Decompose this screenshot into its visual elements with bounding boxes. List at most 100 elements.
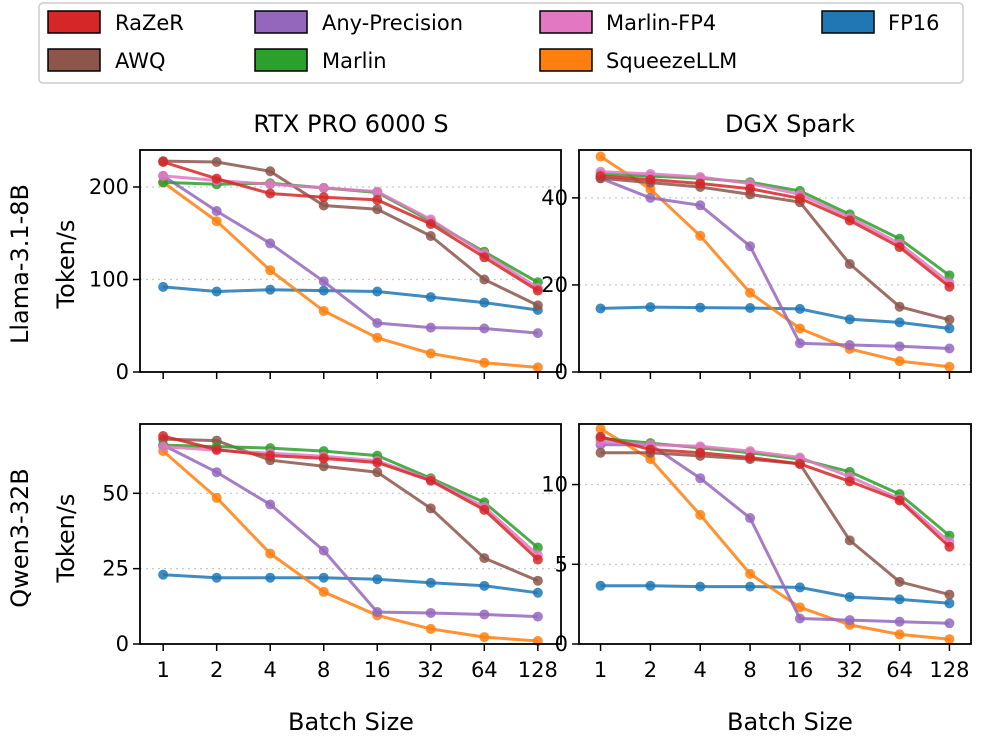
series-line-squeezellm (599, 155, 950, 369)
point-fp16 (425, 292, 436, 303)
point-fp16 (745, 303, 756, 314)
point-any-precision (844, 615, 855, 626)
point-fp16 (645, 580, 656, 591)
point-squeezellm (944, 361, 955, 372)
series-line-marlin-fp4 (600, 170, 951, 284)
point-razer (745, 183, 756, 194)
panel-llama-rtx: 0 100 200 (89, 149, 562, 384)
point-awq (844, 535, 855, 546)
point-fp16 (479, 297, 490, 308)
point-razer (595, 171, 606, 182)
point-razer (944, 281, 955, 292)
point-awq (844, 259, 855, 270)
panel-title-dgx-spark: DGX Spark (725, 110, 855, 138)
series-line-marlin (600, 172, 951, 277)
point-any-precision (794, 613, 805, 624)
point-any-precision (211, 467, 222, 478)
point-razer (265, 188, 276, 199)
legend-label-marlin-fp4: Marlin-FP4 (606, 11, 716, 35)
point-awq (318, 200, 329, 211)
point-razer (844, 476, 855, 487)
point-any-precision (425, 607, 436, 618)
y-tick-label: 0 (555, 360, 568, 384)
series-line-awq (600, 451, 950, 597)
point-awq (532, 575, 543, 586)
point-squeezellm (695, 509, 706, 520)
legend-swatch-marlin-fp4 (539, 10, 593, 34)
point-squeezellm (894, 356, 905, 367)
series-line-squeezellm (162, 449, 538, 643)
point-razer (211, 444, 222, 455)
point-razer (894, 242, 905, 253)
panel-llama-dgx: 0 20 40 (541, 149, 972, 384)
series-line-awq (163, 159, 539, 307)
point-razer (158, 157, 169, 168)
point-awq (372, 204, 383, 215)
point-squeezellm (944, 634, 955, 645)
point-squeezellm (425, 623, 436, 634)
y-tick-label: 25 (102, 557, 129, 581)
point-any-precision (745, 241, 756, 252)
legend-label-marlin: Marlin (322, 49, 387, 73)
x-tick-label: 8 (317, 658, 330, 682)
point-razer (794, 458, 805, 469)
point-awq (595, 447, 606, 458)
point-squeezellm (318, 586, 329, 597)
legend-label-awq: AWQ (115, 49, 166, 73)
point-squeezellm (265, 548, 276, 559)
x-tick-label: 2 (210, 658, 223, 682)
point-any-precision (695, 473, 706, 484)
legend-label-squeezellm: SqueezeLLM (606, 49, 737, 73)
x-tick-label: 1 (156, 658, 169, 682)
point-squeezellm (372, 332, 383, 343)
legend-item-awq: AWQ (47, 48, 166, 73)
x-tick-label: 128 (929, 658, 969, 682)
point-fp16 (695, 581, 706, 592)
point-fp16 (372, 286, 383, 297)
point-squeezellm (211, 492, 222, 503)
point-any-precision (211, 206, 222, 217)
legend-swatch-any-precision (254, 10, 308, 34)
point-fp16 (532, 587, 543, 598)
point-awq (265, 166, 276, 177)
point-any-precision (479, 609, 490, 620)
point-any-precision (645, 192, 656, 203)
point-razer (844, 215, 855, 226)
point-any-precision (318, 545, 329, 556)
point-fp16 (318, 572, 329, 583)
y-tick-label: 40 (541, 186, 568, 210)
point-fp16 (695, 302, 706, 313)
point-any-precision (894, 341, 905, 352)
point-fp16 (894, 594, 905, 605)
point-fp16 (595, 580, 606, 591)
series-line-any-precision (162, 443, 538, 619)
legend-item-marlin: Marlin (254, 48, 387, 73)
point-any-precision (479, 323, 490, 334)
point-awq (211, 157, 222, 168)
point-squeezellm (211, 216, 222, 227)
point-any-precision (695, 200, 706, 211)
legend-label-razer: RaZeR (115, 11, 184, 35)
point-fp16 (844, 314, 855, 325)
point-awq (372, 467, 383, 478)
legend-item-marlin-fp4: Marlin-FP4 (539, 10, 716, 35)
point-razer (158, 431, 169, 442)
x-tick-label: 128 (518, 658, 558, 682)
series-line-squeezellm (162, 181, 538, 369)
point-squeezellm (318, 305, 329, 316)
series-line-razer (600, 174, 951, 288)
point-any-precision (265, 238, 276, 249)
legend-item-squeezellm: SqueezeLLM (539, 48, 737, 73)
series-line-awq (163, 437, 539, 583)
x-axis-label-right: Batch Size (727, 708, 853, 736)
row-label-qwen3-32b: Qwen3-32B (6, 468, 34, 607)
series-line-fp16 (163, 573, 538, 595)
point-razer (425, 219, 436, 229)
point-squeezellm (479, 357, 490, 368)
point-fp16 (944, 323, 955, 334)
point-razer (318, 192, 329, 203)
point-fp16 (645, 302, 656, 313)
point-squeezellm (695, 230, 706, 241)
series-line-razer (162, 160, 539, 292)
